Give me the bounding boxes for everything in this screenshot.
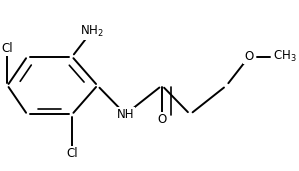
Text: NH: NH bbox=[117, 108, 134, 121]
Text: NH$_2$: NH$_2$ bbox=[80, 24, 104, 39]
Text: O: O bbox=[157, 113, 167, 126]
Text: Cl: Cl bbox=[66, 147, 78, 160]
Text: O: O bbox=[244, 50, 254, 63]
Text: Cl: Cl bbox=[2, 42, 13, 55]
Text: CH$_3$: CH$_3$ bbox=[273, 49, 297, 64]
